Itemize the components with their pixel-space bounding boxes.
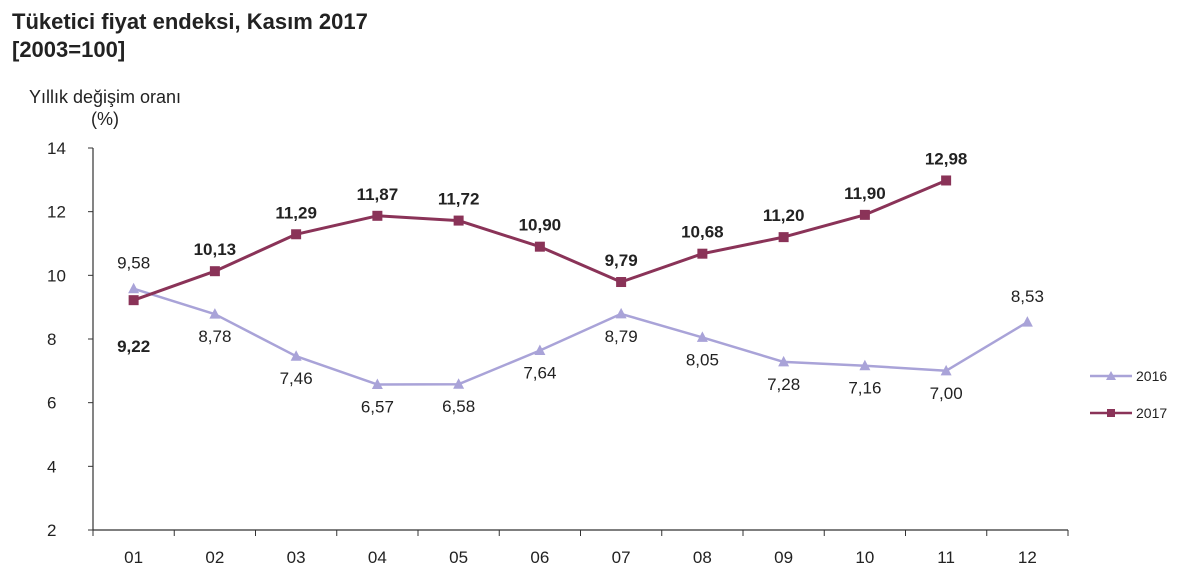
- legend-marker-2016: [1106, 371, 1116, 380]
- data-label-2016: 8,78: [198, 327, 231, 346]
- data-label-2016: 7,00: [930, 384, 963, 403]
- x-tick-label: 04: [368, 548, 387, 567]
- data-label-2016: 8,53: [1011, 287, 1044, 306]
- data-label-2016: 6,57: [361, 398, 394, 417]
- y-tick-label: 2: [47, 521, 56, 540]
- data-label-2017: 11,87: [357, 185, 399, 204]
- data-point-2017: [778, 232, 789, 243]
- data-point-2016: [128, 282, 140, 294]
- data-point-2017: [941, 175, 952, 186]
- series-line-2016: [133, 287, 1029, 386]
- data-label-2017: 9,79: [605, 251, 638, 270]
- data-label-2016: 7,64: [523, 363, 556, 382]
- data-point-2016: [940, 364, 952, 376]
- y-tick-label: 4: [47, 457, 56, 476]
- x-tick-label: 10: [855, 548, 874, 567]
- data-point-2017: [128, 295, 139, 306]
- y-tick-label: 6: [47, 394, 56, 413]
- legend-label-2016: 2016: [1136, 368, 1167, 384]
- data-label-2016: 9,58: [117, 254, 150, 273]
- data-point-2016: [778, 355, 790, 367]
- data-point-2017: [372, 210, 383, 221]
- y-tick-label: 10: [47, 266, 66, 285]
- data-label-2016: 6,58: [442, 397, 475, 416]
- data-label-2017: 11,20: [763, 206, 805, 225]
- x-tick-label: 09: [774, 548, 793, 567]
- data-point-2016: [453, 378, 465, 389]
- y-tick-label: 14: [47, 139, 66, 158]
- data-label-2017: 12,98: [925, 149, 968, 168]
- data-label-2016: 7,16: [848, 379, 881, 398]
- y-tick-label: 12: [47, 203, 66, 222]
- legend-marker-2017: [1107, 409, 1115, 417]
- data-label-2017: 10,13: [194, 240, 237, 259]
- data-label-2016: 8,79: [605, 327, 638, 346]
- x-tick-label: 12: [1018, 548, 1037, 567]
- data-point-2017: [616, 277, 627, 288]
- legend-label-2017: 2017: [1136, 405, 1167, 421]
- x-tick-label: 08: [693, 548, 712, 567]
- x-tick-label: 05: [449, 548, 468, 567]
- chart-subtitle: [2003=100]: [12, 37, 126, 62]
- data-point-2017: [453, 215, 464, 226]
- series-line-2017: [133, 179, 947, 302]
- data-label-2017: 9,22: [117, 337, 150, 356]
- data-label-2017: 11,72: [438, 190, 480, 209]
- data-point-2016: [696, 331, 708, 342]
- data-point-2017: [534, 241, 545, 252]
- data-point-2017: [697, 248, 708, 259]
- data-point-2016: [371, 378, 383, 390]
- data-point-2017: [859, 209, 870, 220]
- data-point-2016: [1021, 316, 1033, 327]
- chart-title: Tüketici fiyat endeksi, Kasım 2017: [12, 9, 368, 34]
- data-point-2017: [209, 266, 220, 277]
- x-tick-label: 02: [205, 548, 224, 567]
- x-tick-label: 11: [937, 548, 955, 567]
- data-label-2016: 7,28: [767, 375, 800, 394]
- y-axis-label: Yıllık değişim oranı (%): [28, 87, 182, 129]
- data-label-2017: 11,29: [275, 203, 317, 222]
- x-tick-label: 03: [287, 548, 306, 567]
- data-label-2017: 10,90: [519, 216, 562, 235]
- y-tick-label: 8: [47, 330, 56, 349]
- data-point-2016: [615, 307, 627, 319]
- x-tick-label: 07: [612, 548, 631, 567]
- data-label-2017: 10,68: [681, 223, 724, 242]
- x-tick-label: 06: [530, 548, 549, 567]
- data-label-2016: 7,46: [280, 369, 313, 388]
- data-point-2016: [534, 344, 546, 355]
- data-label-2016: 8,05: [686, 350, 719, 369]
- data-label-2017: 11,90: [844, 184, 886, 203]
- data-point-2016: [859, 359, 871, 371]
- data-point-2016: [209, 308, 221, 319]
- x-tick-label: 01: [124, 548, 143, 567]
- data-point-2016: [290, 350, 302, 361]
- data-point-2017: [291, 229, 302, 240]
